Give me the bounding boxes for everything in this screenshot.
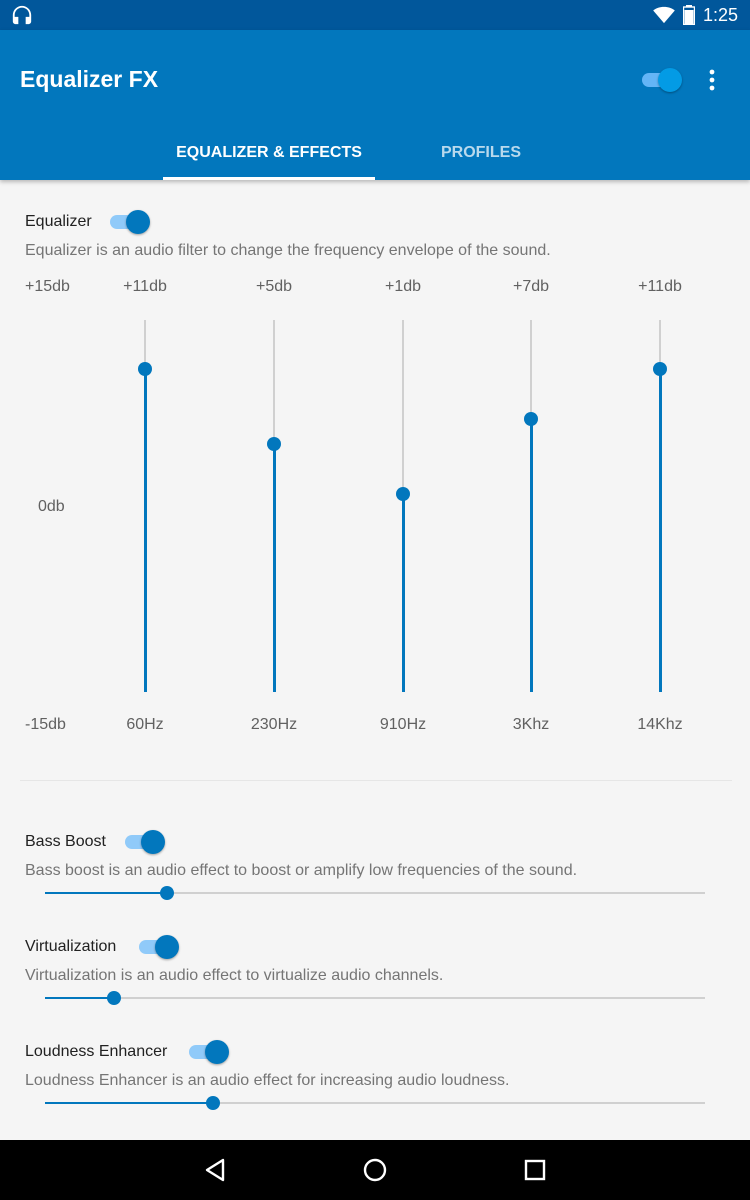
band-frequency-label: 230Hz (250, 716, 298, 733)
effect-switch[interactable] (123, 829, 165, 854)
band-frequency-label: 3Khz (512, 716, 550, 733)
effect-slider-track (45, 1102, 705, 1104)
band-level-label: +11db (123, 278, 167, 295)
effect-slider-track (45, 997, 705, 999)
divider (20, 780, 732, 781)
scale-mid-label: 0db (38, 498, 65, 515)
navigation-bar (0, 1140, 750, 1200)
effect-slider-fill (45, 997, 114, 999)
band-slider-thumb[interactable] (396, 486, 410, 501)
band-frequency-label: 60Hz (126, 716, 164, 733)
scale-max-label: +15db (25, 278, 70, 295)
tab-profiles[interactable]: PROFILES (440, 143, 521, 161)
status-bar: 1:25 (0, 0, 750, 30)
effect-slider-thumb[interactable] (206, 1096, 220, 1110)
effect-slider-track (45, 892, 705, 894)
effect-slider-fill (45, 892, 167, 894)
effect-title: Bass Boost (25, 833, 106, 850)
effect-description: Virtualization is an audio effect to vir… (25, 967, 444, 984)
band-slider[interactable] (264, 320, 284, 692)
band-level-label: +5db (255, 278, 293, 295)
band-slider[interactable] (521, 320, 541, 692)
band-slider-thumb[interactable] (524, 411, 538, 426)
effect-title: Loudness Enhancer (25, 1043, 168, 1060)
equalizer-switch[interactable] (108, 209, 150, 234)
status-time: 1:25 (702, 4, 738, 25)
effect-slider-thumb[interactable] (107, 991, 121, 1005)
band-slider[interactable] (135, 320, 155, 692)
band-frequency-label: 910Hz (379, 716, 427, 733)
effect-description: Bass boost is an audio effect to boost o… (25, 862, 578, 879)
band-level-label: +7db (512, 278, 550, 295)
effect-level-slider[interactable] (45, 1095, 705, 1111)
band-slider-thumb[interactable] (267, 436, 281, 451)
band-level-label: +1db (384, 278, 422, 295)
band-frequency-label: 14Khz (637, 716, 683, 733)
equalizer-title: Equalizer (25, 213, 92, 230)
effect-switch[interactable] (137, 934, 179, 959)
band-slider-fill (658, 368, 662, 692)
band-slider-thumb[interactable] (138, 361, 152, 376)
back-icon[interactable] (197, 1152, 233, 1188)
band-slider[interactable] (650, 320, 670, 692)
band-slider-fill (272, 443, 276, 692)
effect-level-slider[interactable] (45, 990, 705, 1006)
tab-indicator (163, 177, 375, 180)
band-slider-fill (143, 368, 147, 692)
wifi-icon (653, 6, 675, 24)
band-slider[interactable] (393, 320, 413, 692)
effect-description: Loudness Enhancer is an audio effect for… (25, 1072, 510, 1089)
scale-min-label: -15db (25, 716, 66, 733)
band-level-label: +11db (638, 278, 682, 295)
home-icon[interactable] (357, 1152, 393, 1188)
band-slider-fill (401, 493, 405, 692)
app-bar: Equalizer FX EQUALIZER & EFFECTS PROFILE… (0, 30, 750, 180)
overflow-menu-icon[interactable] (700, 68, 724, 92)
app-title: Equalizer FX (20, 66, 159, 92)
effect-slider-thumb[interactable] (160, 886, 174, 900)
effect-level-slider[interactable] (45, 885, 705, 901)
effect-slider-fill (45, 1102, 213, 1104)
band-slider-fill (529, 418, 533, 692)
equalizer-description: Equalizer is an audio filter to change t… (25, 242, 551, 259)
battery-icon (682, 5, 695, 25)
headphones-icon (11, 4, 33, 26)
tab-equalizer-effects[interactable]: EQUALIZER & EFFECTS (176, 143, 362, 161)
band-slider-thumb[interactable] (653, 361, 667, 376)
recents-icon[interactable] (517, 1152, 553, 1188)
effect-switch[interactable] (187, 1039, 229, 1064)
master-switch[interactable] (640, 67, 682, 92)
effect-title: Virtualization (25, 938, 117, 955)
